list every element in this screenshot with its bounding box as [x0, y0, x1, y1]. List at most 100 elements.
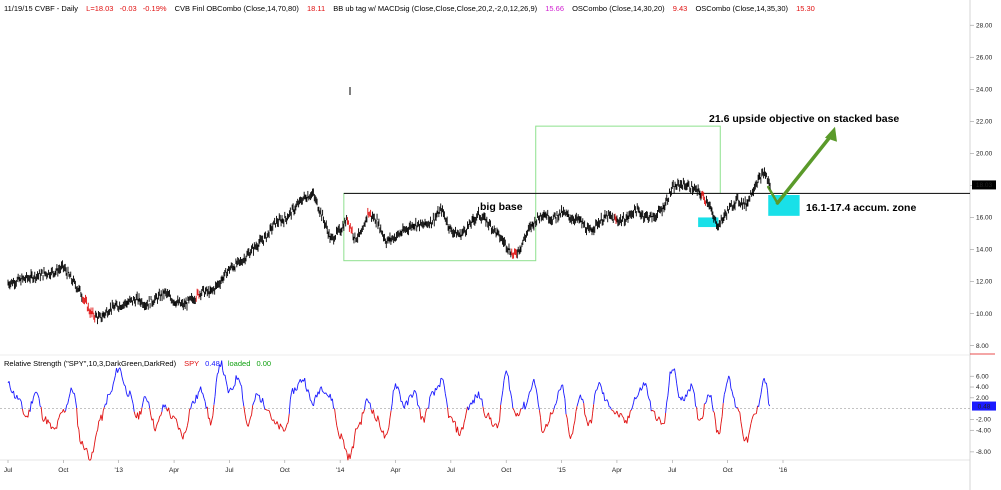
rs-segment: [372, 409, 375, 417]
rs-segment: [81, 440, 84, 447]
rs-segment: [427, 407, 429, 409]
rs-segment: [613, 410, 616, 415]
rs-segment: [225, 380, 228, 387]
rs-segment: [718, 432, 721, 435]
rs-segment: [258, 394, 261, 403]
rs-segment: [188, 409, 191, 421]
rs-segment: [609, 406, 612, 410]
rs-segment: [555, 399, 558, 404]
rs-segment: [308, 393, 311, 401]
rs-tick-label: -4.00: [976, 427, 991, 434]
rs-segment: [112, 379, 115, 385]
rs-segment: [390, 403, 393, 411]
rs-segment: [436, 386, 438, 391]
rs-segment: [569, 434, 572, 439]
rs-segment: [571, 433, 573, 436]
rs-segment: [635, 396, 638, 400]
rs-segment: [102, 407, 105, 411]
rs-segment: [401, 401, 404, 407]
rs-segment: [526, 397, 529, 403]
annotation-objective: 21.6 upside objective on stacked base: [709, 113, 899, 125]
time-tick-label: '13: [114, 467, 123, 474]
rs-segment: [168, 407, 171, 414]
rs-segment: [57, 417, 60, 421]
rs-segment: [616, 410, 619, 415]
rs-segment: [426, 407, 428, 410]
rs-segment: [454, 421, 457, 433]
rs-segment: [106, 394, 109, 405]
rs-segment: [17, 398, 20, 400]
rs-segment: [460, 427, 463, 432]
rs-segment: [152, 418, 155, 429]
rs-segment: [279, 423, 282, 427]
rs-segment: [192, 400, 195, 404]
rs-segment: [310, 401, 313, 405]
price-tick-label: 12.00: [976, 279, 993, 286]
rs-tick-label: -2.00: [976, 417, 991, 424]
rs-segment: [595, 389, 598, 391]
rs-segment: [211, 415, 214, 421]
last-price-badge-text: 18.03: [976, 182, 993, 189]
rs-segment: [293, 387, 296, 394]
rs-segment: [648, 398, 651, 402]
rs-segment: [564, 398, 567, 415]
rs-segment: [499, 404, 502, 421]
rs-segment: [594, 390, 597, 395]
rs-segment: [40, 407, 43, 419]
rs-segment: [73, 393, 76, 401]
rs-segment: [676, 383, 679, 392]
rs-segment: [251, 405, 254, 416]
rs-segment: [131, 399, 134, 404]
rs-tick-label: 6.00: [976, 373, 989, 380]
rs-segment: [133, 411, 136, 416]
rs-segment: [654, 411, 657, 419]
price-tick-label: 20.00: [976, 151, 993, 158]
time-tick-label: Jul: [668, 467, 677, 474]
rs-segment: [592, 404, 595, 414]
rs-segment: [124, 386, 127, 394]
rs-segment: [511, 398, 514, 409]
rs-segment: [33, 393, 36, 398]
rs-segment: [378, 420, 381, 428]
rs-segment: [658, 416, 661, 420]
rs-segment: [706, 394, 709, 401]
time-tick-label: Apr: [169, 467, 180, 474]
rs-segment: [278, 423, 281, 430]
rs-segment: [611, 409, 613, 411]
rs-segment: [749, 423, 752, 430]
rs-segment: [109, 391, 112, 395]
rs-segment: [149, 408, 152, 416]
rs-segment: [309, 399, 312, 402]
rs-segment: [399, 394, 402, 402]
rs-segment: [157, 420, 159, 424]
rs-segment: [244, 413, 247, 421]
rs-segment: [538, 410, 541, 418]
rs-segment: [481, 398, 484, 407]
rs-segment: [110, 390, 113, 393]
last-price-badge: 18.03: [972, 180, 996, 190]
price-tick-label: 26.00: [976, 54, 993, 61]
rs-segment: [728, 375, 731, 380]
rs-segment: [322, 391, 324, 393]
rs-segment: [119, 367, 122, 372]
rs-segment: [45, 416, 48, 425]
rs-segment: [200, 386, 203, 393]
rs-segment: [237, 377, 240, 381]
rs-segment: [415, 391, 417, 395]
rs-segment: [585, 416, 588, 422]
rs-segment: [691, 386, 694, 391]
rs-segment: [190, 403, 193, 410]
rs-segment: [735, 406, 737, 408]
rs-segment: [731, 391, 734, 397]
rs-segment: [710, 395, 713, 405]
rs-segment: [462, 422, 465, 430]
rs-segment: [765, 382, 768, 391]
rs-segment: [681, 396, 684, 401]
rs-segment: [501, 390, 504, 398]
rs-segment: [320, 386, 323, 392]
rs-segment: [599, 383, 602, 388]
rs-segment: [493, 423, 496, 426]
rs-segment: [496, 423, 499, 429]
rs-segment: [713, 412, 716, 422]
rs-segment: [567, 426, 570, 435]
